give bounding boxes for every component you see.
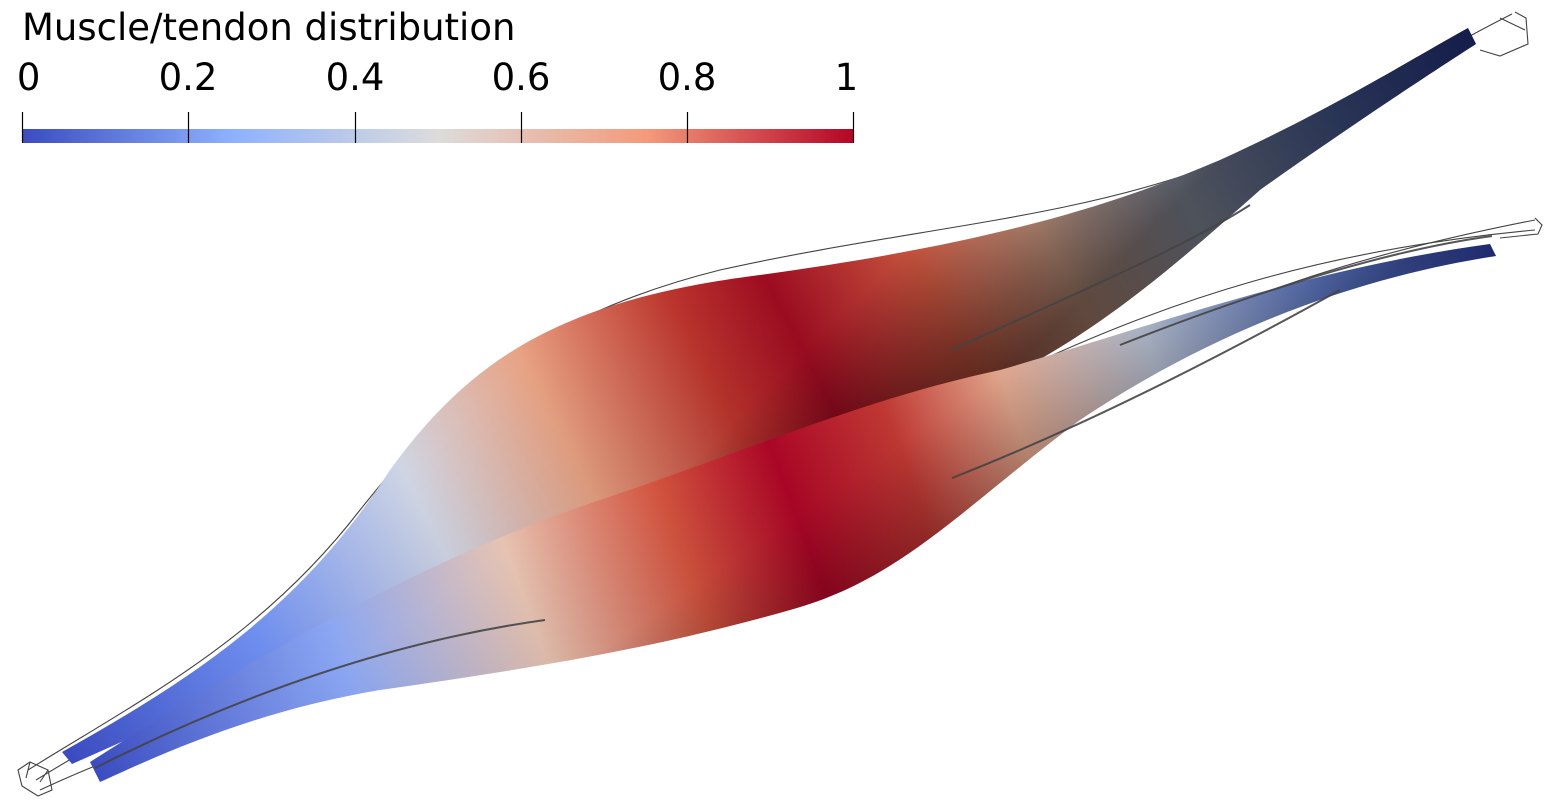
colorbar-tick-marks [21, 112, 855, 143]
colorbar-tick-label: 0.8 [657, 56, 717, 99]
colorbar [21, 112, 855, 143]
fiber-lines [94, 204, 1493, 769]
colorbar-tick-label: 0.2 [158, 56, 218, 99]
colorbar-tick-label: 0.4 [325, 56, 385, 99]
colorbar-tick-label: 0.6 [491, 56, 551, 99]
colorbar-tick-label: 1 [834, 56, 859, 99]
colorbar-gradient [22, 129, 854, 143]
colorbar-title: Muscle/tendon distribution [22, 6, 516, 49]
colorbar-tick-label: 0 [16, 56, 41, 99]
muscle-lower [90, 244, 1496, 782]
